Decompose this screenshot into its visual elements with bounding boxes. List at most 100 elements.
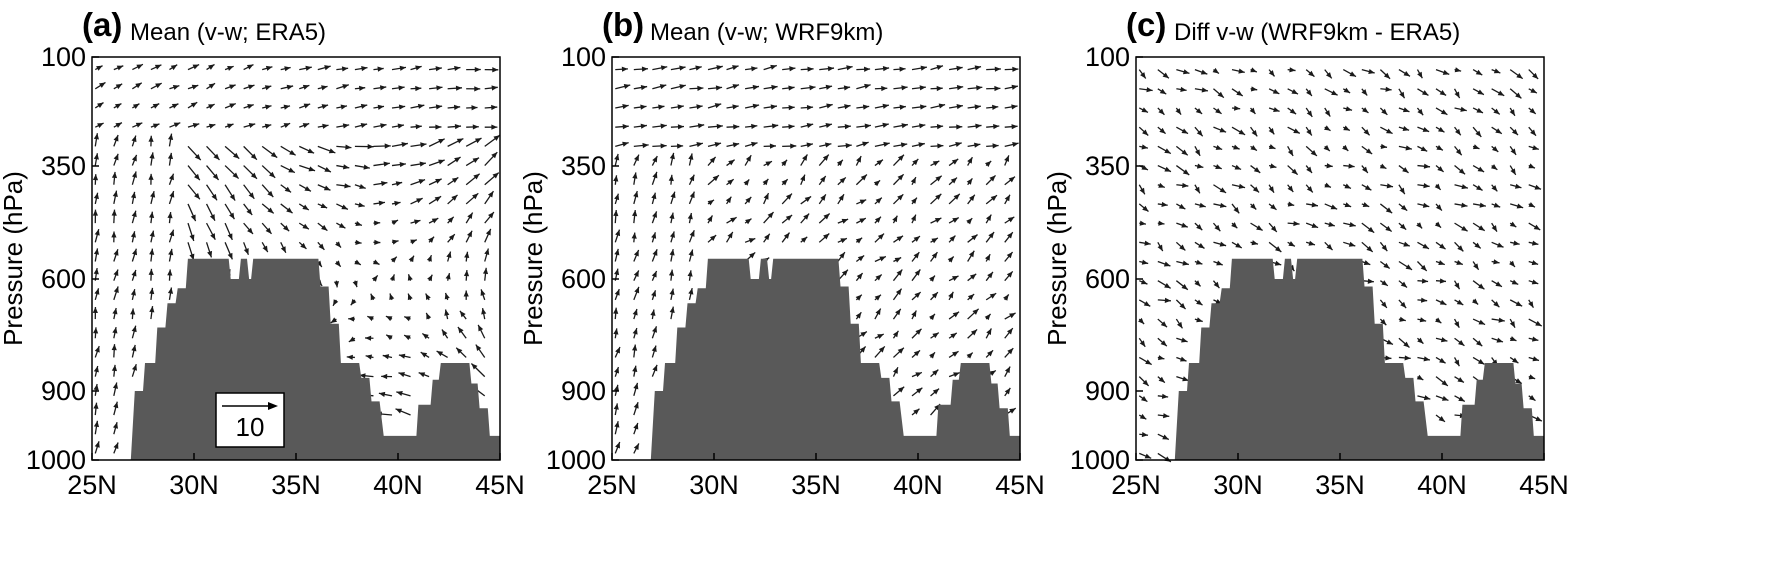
wind-vector [365,335,374,341]
wind-vector [447,156,461,167]
wind-vector [1379,203,1393,214]
wind-vector [382,354,393,360]
wind-vector [819,84,833,90]
wind-vector [632,327,638,339]
wind-vector [348,336,356,343]
wind-vector [317,123,329,129]
wind-vector [689,142,704,148]
wind-vector [111,171,118,185]
wind-vector [1157,88,1167,95]
wind-vector [1361,126,1371,136]
wind-vector [1398,222,1407,231]
wind-vector [948,291,954,301]
wind-vector [893,85,908,91]
wind-vector [836,159,844,167]
wind-vector [948,65,963,71]
wind-vector [856,66,871,72]
wind-vector [1417,317,1427,323]
wind-vector [187,165,201,181]
wind-vector [465,230,473,243]
wind-vector [1528,202,1536,208]
wind-vector [148,268,154,281]
wind-vector [1194,184,1201,194]
wind-vector [1157,164,1172,173]
wind-vector [1454,299,1464,306]
x-tick-label: 40N [1417,470,1467,500]
wind-vector [986,66,1001,72]
wind-vector [763,84,778,91]
wind-vector [475,344,486,358]
wind-vector [354,65,368,72]
wind-vector [93,383,99,396]
wind-vector [1398,280,1408,289]
wind-vector [1004,104,1018,110]
y-axis-title: Pressure (hPa) [1042,171,1072,346]
wind-vector [930,193,942,205]
wind-vector [1004,312,1016,320]
wind-vector [763,160,773,167]
wind-vector [93,402,99,416]
wind-vector [1176,68,1190,75]
wind-vector [689,123,705,129]
wind-vector [354,143,374,150]
wind-vector [1212,280,1220,289]
wind-vector [1361,165,1369,174]
wind-vector [1213,144,1223,151]
wind-vector [429,124,442,130]
wind-vector [444,309,450,320]
wind-vector [1287,107,1297,115]
wind-vector [1491,337,1504,343]
wind-vector [150,190,156,205]
wind-vector [1176,203,1186,210]
wind-vector [670,65,686,71]
wind-vector [418,372,430,378]
wind-vector [782,66,796,72]
wind-vector [707,174,720,186]
wind-vector [1472,69,1483,76]
wind-vector [1231,241,1243,249]
wind-vector [633,154,640,166]
wind-vector [856,104,870,110]
wind-vector [800,154,808,166]
wind-vector [651,345,657,358]
wind-vector [633,443,640,454]
wind-vector [243,104,254,109]
wind-vector [892,366,899,377]
wind-vector [984,160,992,167]
wind-vector [1472,107,1484,114]
x-tick-label: 35N [1315,470,1365,500]
wind-vector [372,259,380,266]
wind-vector [1342,144,1349,152]
wind-vector [1194,126,1204,137]
wind-vector [1231,183,1246,189]
wind-vector [911,158,919,166]
wind-vector [457,326,467,339]
wind-vector [93,153,99,166]
wind-vector [615,124,629,130]
wind-vector [187,242,195,261]
wind-vector [1435,278,1447,284]
wind-vector [470,363,486,378]
wind-vector [1435,395,1449,402]
wind-vector [967,234,978,243]
wind-vector [1157,220,1165,226]
wind-vector [855,311,862,320]
wind-vector [1324,107,1331,117]
wind-vector [187,63,200,71]
wind-vector [744,218,752,225]
wind-vector [1176,356,1187,362]
wind-vector [1379,163,1387,170]
wind-vector [1268,184,1275,194]
wind-vector [407,293,413,301]
wind-vector [688,191,695,205]
wind-vector [707,85,723,91]
wind-vector [1213,107,1222,115]
wind-vector [167,287,174,300]
wind-vector [1453,88,1461,99]
wind-vector [465,157,480,167]
wind-vector [1305,107,1313,118]
wind-vector [168,248,174,262]
wind-vector [410,179,426,186]
wind-vector [966,217,973,225]
wind-vector [800,174,806,185]
